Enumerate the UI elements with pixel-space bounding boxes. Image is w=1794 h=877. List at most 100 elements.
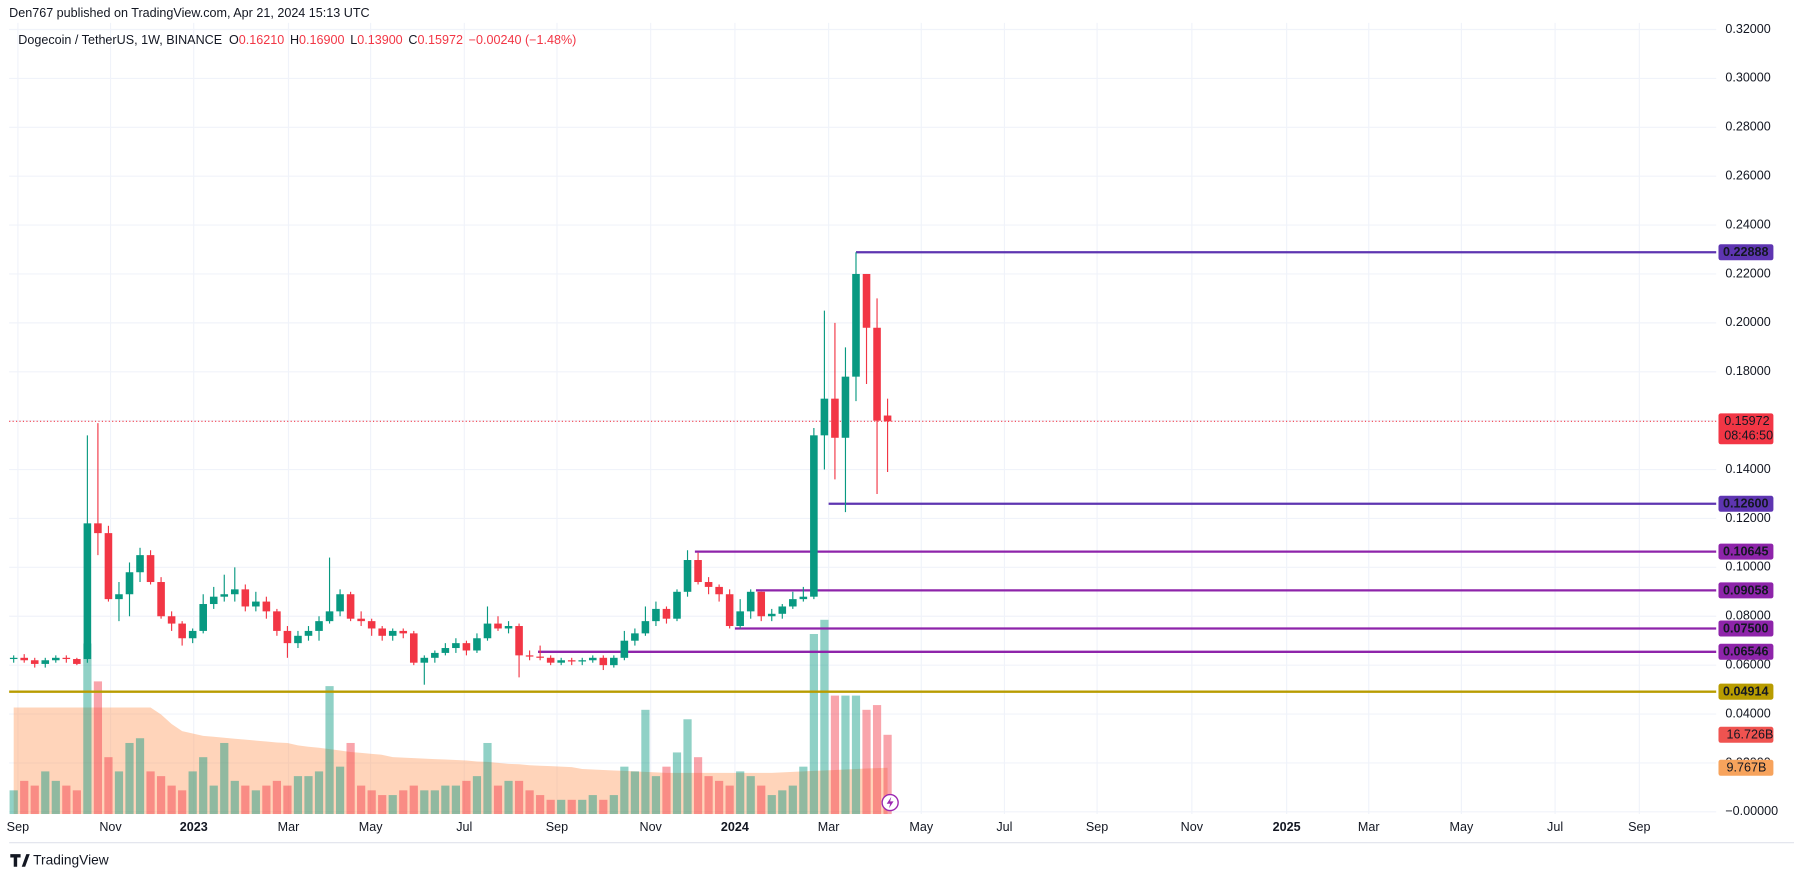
volume-bar	[314, 771, 324, 815]
ohlc-key: C	[408, 34, 417, 48]
y-tick-label: 0.08000	[1725, 609, 1770, 623]
volume-bar	[788, 785, 797, 815]
candle-body	[378, 628, 386, 636]
candle-body	[431, 652, 439, 658]
candle-body	[157, 582, 165, 617]
candle-body	[420, 657, 429, 663]
level-tag	[1718, 244, 1774, 261]
volume-bar	[609, 795, 618, 815]
volume-bar	[251, 790, 260, 815]
candle-body	[831, 398, 839, 438]
candle-body	[557, 660, 565, 663]
candle-body	[483, 623, 492, 639]
candle-body	[336, 594, 344, 612]
volume-bar	[430, 790, 439, 815]
x-tick-label: Sep	[1628, 820, 1650, 834]
volume-bar	[220, 742, 229, 815]
level-label: 0.09058	[1723, 583, 1768, 597]
candle-body	[441, 648, 450, 653]
candle-body	[494, 623, 502, 629]
y-tick-label: 0.26000	[1725, 169, 1770, 183]
candle-body	[399, 630, 408, 634]
candle-body	[178, 623, 186, 639]
volume-bar	[630, 771, 639, 815]
level-label: 0.22888	[1723, 245, 1768, 259]
x-tick-label: 2025	[1273, 820, 1301, 834]
volume-bar	[93, 681, 103, 815]
volume-bar	[672, 752, 682, 815]
candle-body	[704, 582, 713, 587]
candle-body	[746, 591, 755, 612]
candle-body	[588, 657, 597, 661]
brand-logo	[10, 854, 30, 867]
volume-bar	[9, 790, 18, 815]
candle-body	[536, 656, 544, 658]
level-tag	[1718, 495, 1774, 512]
volume-bar	[441, 785, 450, 815]
volume-bar	[357, 785, 366, 815]
y-tick-label: 0.12000	[1725, 511, 1770, 525]
y-tick-label: 0.20000	[1725, 315, 1770, 329]
volume-bar	[851, 695, 861, 815]
ohlc-key: L	[350, 34, 357, 48]
candle-body	[115, 594, 123, 600]
header: Den767 published on TradingView.com, Apr…	[9, 6, 369, 20]
ohlc-value: 0.15972	[418, 34, 463, 48]
volume-bar	[472, 776, 482, 815]
volume-bar	[399, 790, 408, 815]
brand: TradingView	[33, 853, 109, 868]
x-tick-label: Mar	[1358, 820, 1380, 834]
candle-body	[799, 596, 808, 600]
candle-body	[346, 594, 355, 619]
candle-body	[873, 327, 881, 421]
volume-ma-tag	[1718, 759, 1774, 776]
x-tick-label: Nov	[99, 820, 122, 834]
volume-bar	[799, 766, 808, 815]
candle-body	[515, 626, 523, 656]
candle-body	[83, 523, 92, 660]
volume-bar	[725, 785, 734, 815]
candle-body	[136, 555, 144, 573]
candle-body	[841, 376, 850, 438]
candle-body	[778, 606, 787, 614]
volume-bar	[388, 795, 397, 815]
volume-value-label: 16.726B	[1726, 728, 1773, 742]
candle-body	[62, 657, 71, 660]
volume-bar	[483, 742, 492, 815]
volume-bar	[167, 785, 176, 815]
volume-bar	[283, 785, 292, 815]
candle-body	[252, 601, 260, 607]
candle-body	[367, 621, 376, 629]
candle-body	[736, 611, 744, 627]
volume-bar	[51, 780, 60, 815]
candle-body	[820, 398, 829, 436]
level-tag	[1718, 620, 1774, 637]
candle-body	[104, 533, 113, 600]
candle-body	[852, 273, 860, 377]
candle-body	[473, 638, 481, 651]
candle-body	[883, 415, 892, 422]
candle-body	[789, 599, 797, 607]
last-price-label: 0.15972	[1724, 414, 1769, 428]
volume-bar	[241, 785, 250, 815]
candle-body	[388, 630, 397, 636]
volume-bar	[767, 795, 776, 815]
x-tick-label: May	[1450, 820, 1474, 834]
candle-body	[294, 635, 302, 644]
candle-body	[325, 611, 334, 622]
y-tick-label: 0.06000	[1725, 657, 1770, 671]
y-tick-label: 0.30000	[1725, 71, 1770, 85]
volume-bar	[830, 695, 840, 815]
candle-body	[283, 630, 292, 644]
volume-bar	[651, 776, 661, 815]
volume-bar	[514, 780, 524, 815]
volume-tag	[1718, 726, 1774, 743]
x-tick-label: Jul	[1547, 820, 1563, 834]
x-tick-label: Nov	[1181, 820, 1204, 834]
volume-pane	[9, 619, 892, 815]
volume-bar	[778, 790, 787, 815]
ohlc-key: H	[290, 34, 299, 48]
volume-bar	[178, 790, 187, 815]
volume-bar	[62, 785, 71, 815]
volume-bar	[578, 799, 587, 815]
